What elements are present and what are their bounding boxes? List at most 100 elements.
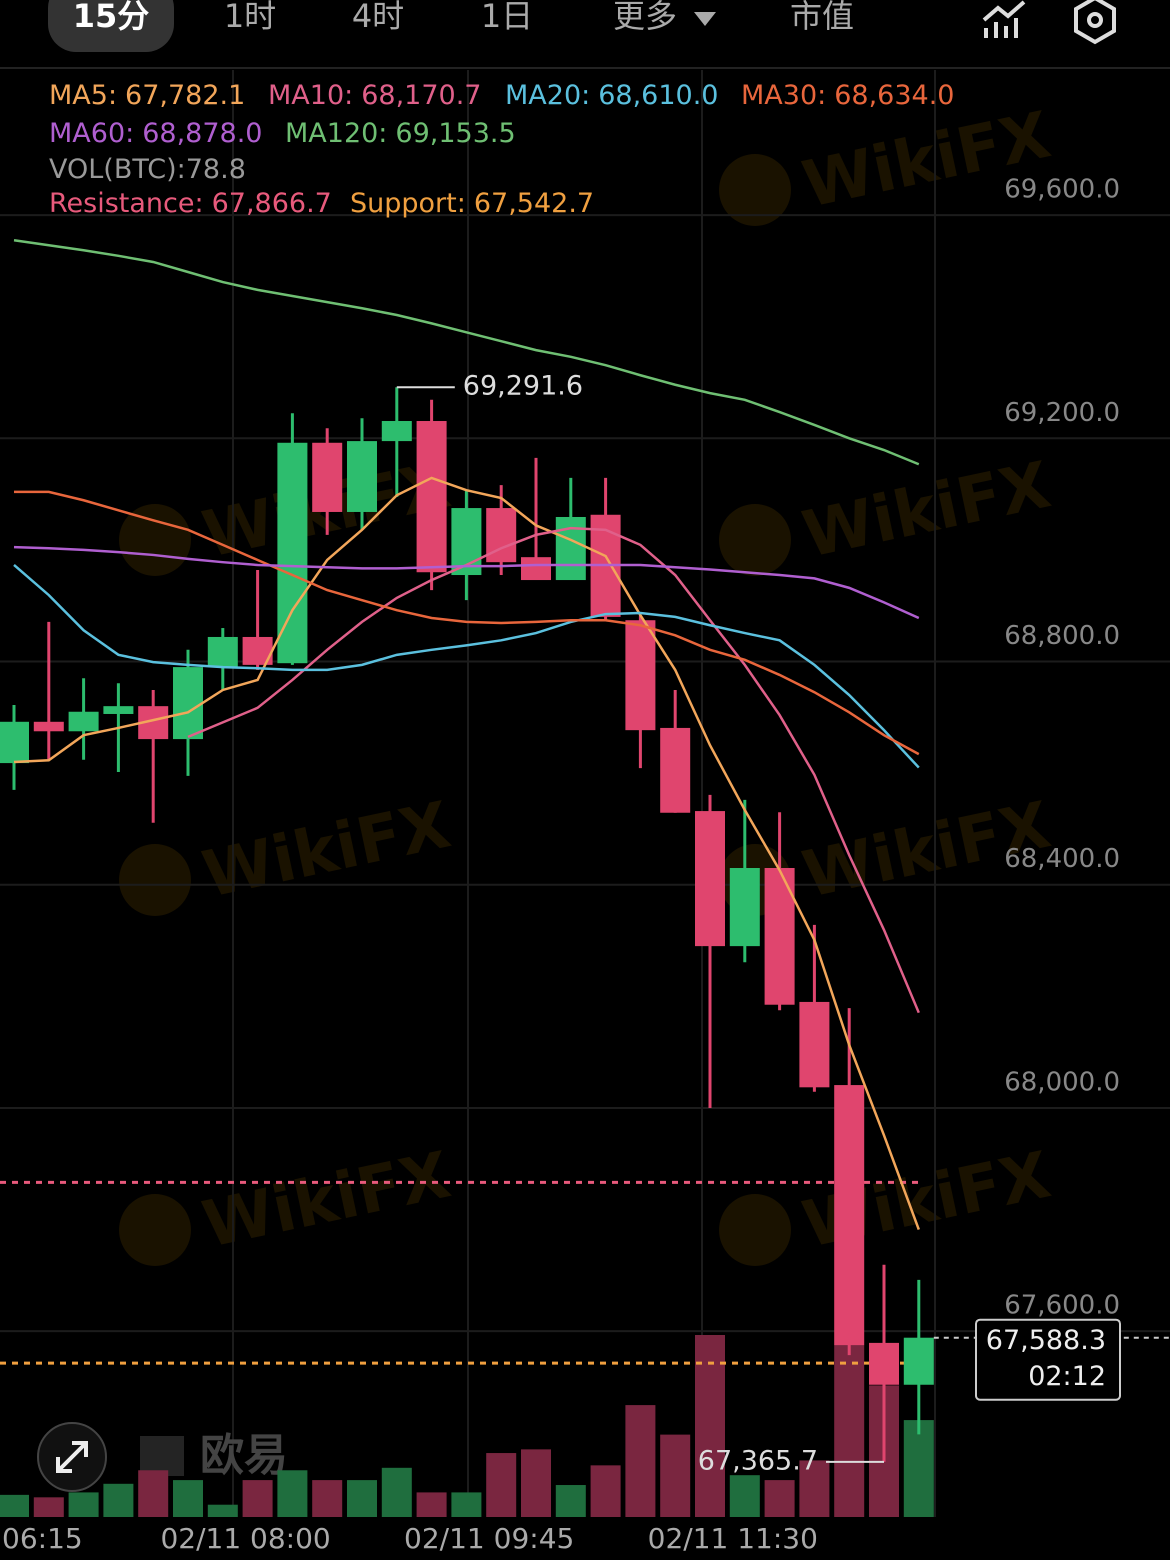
tab[interactable]: 4时 — [352, 0, 404, 35]
level-name: Resistance: — [49, 188, 204, 219]
x-tick-label: 02/11 08:00 — [160, 1522, 330, 1555]
volume-bar — [312, 1480, 343, 1517]
level-legend: Support: 67,542.7 — [350, 188, 594, 219]
volume-bar — [521, 1449, 551, 1517]
tab[interactable]: 更多 — [613, 0, 677, 35]
volume-bar — [764, 1480, 795, 1517]
watermark-logo — [119, 844, 191, 916]
tab[interactable]: 市值 — [790, 0, 854, 35]
tab[interactable]: 1日 — [481, 0, 533, 35]
x-tick-label: 02/11 09:45 — [404, 1522, 574, 1555]
candle-body — [521, 557, 551, 581]
candle-body — [555, 516, 586, 581]
volume-bar — [242, 1480, 273, 1517]
volume-bar — [729, 1475, 760, 1517]
legend-name: MA60: — [49, 118, 134, 149]
volume-bar — [173, 1480, 203, 1517]
x-tick-label: 06:15 — [2, 1522, 83, 1555]
y-tick-label: 69,600.0 — [1004, 175, 1120, 205]
legend-value: 68,634.0 — [834, 80, 954, 111]
candle-body — [625, 620, 656, 731]
candle-body — [799, 1001, 830, 1088]
dropdown-arrow[interactable] — [694, 12, 716, 26]
y-tick-label: 68,800.0 — [1004, 621, 1120, 651]
volume-bar — [903, 1420, 934, 1517]
legend-entry: MA30: 68,634.0 — [741, 80, 954, 111]
price-label: 67,588.3 — [986, 1325, 1106, 1356]
legend-entry: MA60: 68,878.0 — [49, 118, 262, 149]
volume-bar — [695, 1335, 725, 1517]
volume-bar — [103, 1483, 134, 1517]
candle-body — [903, 1337, 934, 1385]
volume-bar — [834, 1344, 865, 1517]
legend-value: 68,878.0 — [142, 118, 262, 149]
volume-name: VOL(BTC): — [49, 154, 186, 185]
volume-value: 78.8 — [186, 154, 246, 185]
legend-entry: MA10: 68,170.7 — [268, 80, 481, 111]
volume-bar — [207, 1504, 238, 1517]
candle-body — [729, 867, 760, 947]
candle-body — [381, 421, 412, 442]
legend-name: MA120: — [285, 118, 387, 149]
indicator-icon[interactable] — [982, 0, 1026, 38]
candle-body — [33, 721, 64, 732]
countdown: 02:12 — [1028, 1361, 1106, 1392]
volume-bar — [381, 1467, 412, 1517]
candle-body — [695, 811, 725, 947]
candle-body — [660, 727, 691, 813]
level-legend: Resistance: 67,866.7 — [49, 188, 332, 219]
ma-line — [14, 490, 920, 756]
legend-name: MA5: — [49, 80, 117, 111]
volume-bar — [277, 1470, 308, 1517]
settings-icon[interactable] — [1074, 0, 1116, 45]
y-tick-label: 69,200.0 — [1004, 398, 1120, 428]
ma-line — [187, 526, 920, 1014]
x-tick-label: 02/11 11:30 — [648, 1522, 818, 1555]
level-value: 67,866.7 — [212, 188, 332, 219]
candle-body — [207, 636, 238, 668]
volume-bar — [0, 1494, 29, 1517]
volume-bar — [33, 1497, 64, 1517]
candle-body — [312, 442, 343, 512]
settings-icon-dot — [1087, 12, 1103, 28]
volume-bar — [625, 1405, 656, 1517]
tab-selected-bg[interactable] — [48, 0, 174, 52]
candle-body — [277, 442, 308, 664]
legend-value: 68,170.7 — [361, 80, 481, 111]
price-box — [975, 1318, 1121, 1401]
candle-body — [68, 711, 99, 732]
legend-entry: MA20: 68,610.0 — [505, 80, 718, 111]
volume-bar — [799, 1460, 830, 1517]
candle-body — [103, 706, 134, 714]
y-tick-label: 68,400.0 — [1004, 844, 1120, 874]
brand-logo — [140, 1436, 184, 1476]
legend-name: MA10: — [268, 80, 353, 111]
candle-body — [869, 1342, 899, 1385]
expand-icon — [56, 1441, 88, 1473]
ma-line — [13, 545, 920, 620]
tab[interactable]: 15分 — [73, 0, 150, 35]
ma-line — [13, 238, 920, 466]
watermark-logo — [719, 154, 791, 226]
legend-entry: MA120: 69,153.5 — [285, 118, 516, 149]
volume-bar — [451, 1492, 482, 1517]
brand: 欧易 — [200, 1430, 288, 1481]
tab[interactable]: 1时 — [224, 0, 276, 35]
volume-legend: VOL(BTC):78.8 — [49, 154, 246, 185]
volume-bar — [555, 1485, 586, 1517]
high-label: 69,291.6 — [463, 371, 583, 402]
volume-bar — [138, 1470, 169, 1517]
y-tick-label: 67,600.0 — [1004, 1291, 1120, 1321]
candle-body — [173, 667, 203, 740]
candle-body — [416, 421, 447, 573]
legend-name: MA20: — [505, 80, 590, 111]
low-label: 67,365.7 — [698, 1445, 818, 1476]
volume-bar — [416, 1492, 447, 1517]
level-name: Support: — [350, 188, 466, 219]
candle-body — [347, 441, 377, 512]
y-tick-label: 68,000.0 — [1004, 1067, 1120, 1097]
watermark-logo — [719, 1194, 791, 1266]
watermark-logo — [719, 504, 791, 576]
